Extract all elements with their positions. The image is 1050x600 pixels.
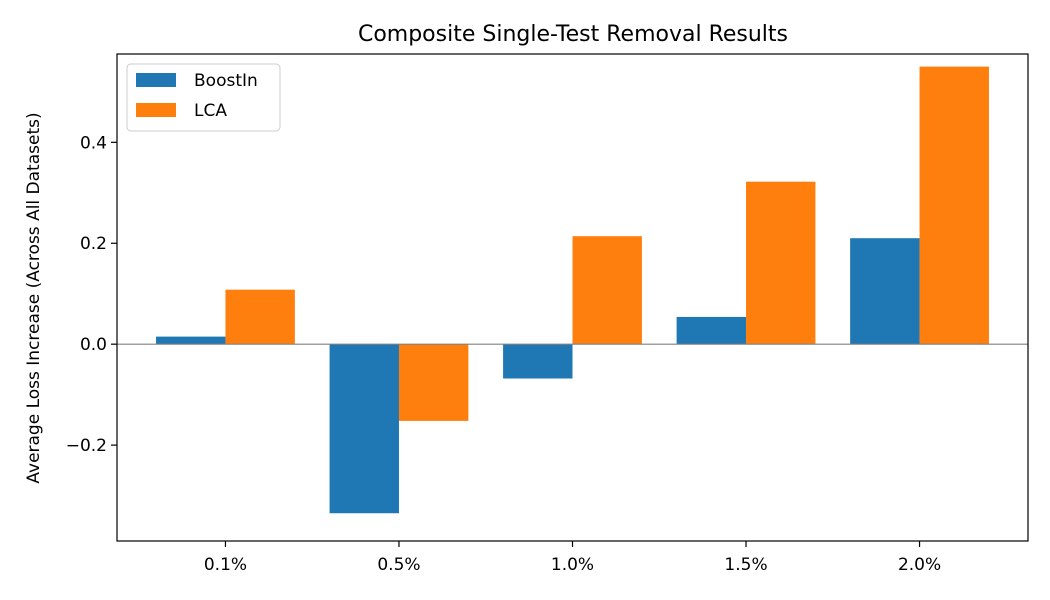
x-tick-label: 2.0% (898, 555, 941, 575)
x-tick-label: 0.1% (204, 555, 247, 575)
legend-label-lca: LCA (194, 101, 227, 121)
legend-swatch-boostin (136, 73, 176, 87)
y-tick-label: 0.0 (80, 335, 107, 355)
legend-label-boostin: BoostIn (194, 71, 258, 91)
x-tick-label: 1.0% (551, 555, 594, 575)
bar-lca-0-1pct (225, 289, 295, 345)
bar-lca-0-5pct (398, 344, 469, 421)
legend: BoostIn LCA (126, 63, 281, 132)
bar-boostin-0-5pct (329, 344, 399, 514)
y-tick-label: −0.2 (66, 436, 107, 456)
plot-area: −0.2 0.0 0.2 0.4 0.1% 0.5% 1.0% 1.5% 2.0% BoostIn… (66, 53, 1029, 575)
y-tick-label: 0.4 (80, 133, 107, 153)
bar-boostin-1-5pct (676, 316, 747, 345)
bar-lca-2-0pct (919, 66, 989, 345)
bar-boostin-0-1pct (156, 336, 226, 345)
bar-lca-1-5pct (746, 181, 816, 345)
x-tick-label: 1.5% (724, 555, 767, 575)
bar-boostin-2-0pct (850, 238, 920, 345)
legend-swatch-lca (136, 103, 176, 117)
x-tick-label: 0.5% (377, 555, 420, 575)
y-tick-label: 0.2 (80, 234, 107, 254)
chart-title: Composite Single-Test Removal Results (358, 22, 788, 47)
bar-boostin-1-0pct (503, 344, 573, 379)
bar-lca-1-0pct (572, 236, 642, 345)
y-axis-label: Average Loss Increase (Across All Datase… (24, 112, 44, 483)
